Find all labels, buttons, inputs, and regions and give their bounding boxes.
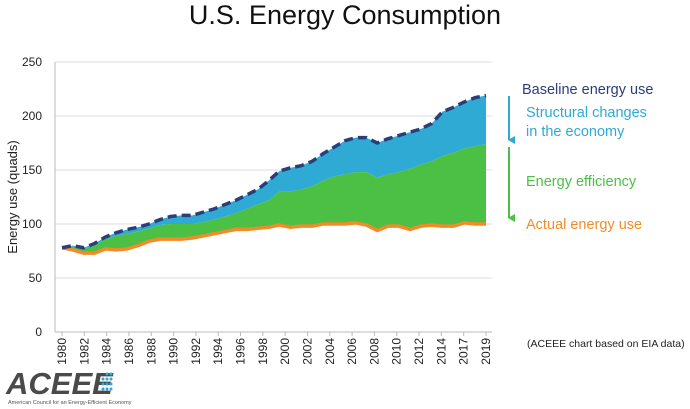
logo-wordmark: ACEEE — [5, 366, 114, 401]
logo-dot — [101, 382, 105, 386]
legend-structural-label: Structural changes — [526, 105, 647, 121]
x-tick-label: 1994 — [211, 338, 225, 365]
y-tick-label: 200 — [22, 109, 42, 123]
x-tick-label: 1982 — [77, 338, 91, 365]
legend: Baseline energy use Structural changes in … — [522, 82, 653, 233]
legend-efficiency-label: Energy efficiency — [526, 174, 637, 190]
source-note: (ACEEE chart based on EIA data) — [527, 338, 685, 350]
x-tick-label: 2014 — [434, 338, 448, 365]
logo-dot — [109, 377, 113, 381]
logo-dots — [101, 372, 113, 391]
x-tick-label: 2004 — [323, 338, 337, 365]
legend-baseline-label: Baseline energy use — [522, 82, 653, 98]
logo-dot — [105, 377, 109, 381]
logo-dot — [105, 382, 109, 386]
chart-title: U.S. Energy Consumption — [189, 0, 501, 30]
x-tick-labels: 1980 1982 1984 1986 1988 1990 1992 1994 1996 1998… — [55, 332, 493, 365]
aceee-logo: ACEEE American Council for an Energy-Eff… — [5, 366, 132, 406]
x-tick-label: 1988 — [144, 338, 158, 365]
logo-tagline: American Council for an Energy-Efficient… — [8, 400, 132, 406]
x-tick-label: 2012 — [412, 338, 426, 365]
x-tick-label: 2019 — [479, 338, 493, 365]
x-tick-label: 2008 — [367, 338, 381, 365]
logo-dot — [105, 387, 109, 391]
x-tick-label: 1996 — [234, 338, 248, 365]
y-tick-label: 0 — [35, 325, 42, 339]
logo-dot — [109, 382, 113, 386]
y-tick-labels: 0 50 100 150 200 250 — [22, 55, 42, 339]
x-tick-label: 1986 — [122, 338, 136, 365]
energy-efficiency-area — [62, 144, 486, 254]
chart-lines — [61, 93, 487, 255]
x-tick-label: 1980 — [55, 338, 69, 365]
y-tick-label: 150 — [22, 163, 42, 177]
x-tick-label: 2010 — [390, 338, 404, 365]
y-tick-label: 250 — [22, 55, 42, 69]
x-tick-label: 2006 — [345, 338, 359, 365]
x-tick-label: 1984 — [100, 338, 114, 365]
legend-actual-label: Actual energy use — [526, 217, 642, 233]
y-tick-label: 50 — [29, 271, 43, 285]
logo-dot — [105, 372, 109, 376]
legend-structural-label: in the economy — [526, 124, 625, 140]
chart-areas — [62, 95, 486, 254]
baseline-energy-use-line — [61, 93, 487, 250]
x-tick-label: 2000 — [278, 338, 292, 365]
x-tick-label: 1992 — [189, 338, 203, 365]
x-tick-label: 2017 — [457, 338, 471, 365]
logo-dot — [101, 377, 105, 381]
logo-dot — [101, 387, 105, 391]
y-tick-label: 100 — [22, 217, 42, 231]
x-tick-label: 1998 — [256, 338, 270, 365]
y-axis-label: Energy use (quads) — [5, 140, 20, 253]
x-tick-label: 2002 — [300, 338, 314, 365]
logo-dot — [109, 387, 113, 391]
logo-dot — [109, 372, 113, 376]
x-tick-label: 1990 — [167, 338, 181, 365]
actual-energy-use-line — [61, 221, 486, 255]
